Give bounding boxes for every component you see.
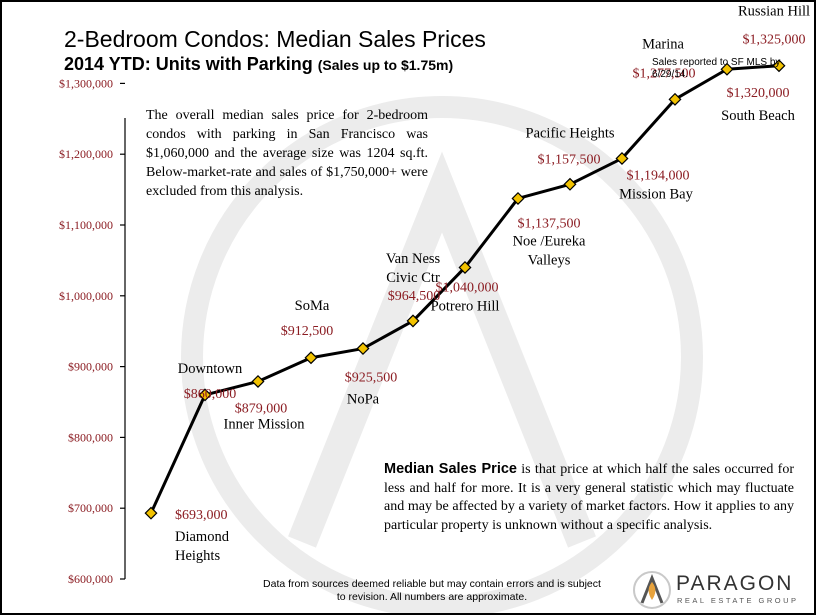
- category-label: SoMa: [295, 298, 330, 314]
- data-value-label: $1,325,000: [743, 33, 806, 48]
- category-label: Heights: [175, 548, 220, 564]
- data-point-marker: [144, 506, 158, 520]
- y-tick-label: $1,200,000: [59, 147, 113, 161]
- watermark-logo: [181, 96, 703, 613]
- data-point-marker: [251, 374, 265, 388]
- y-tick-label: $800,000: [68, 430, 113, 444]
- y-tick-label: $1,000,000: [59, 289, 113, 303]
- y-tick-label: $700,000: [68, 501, 113, 515]
- category-label: Potrero Hill: [431, 298, 500, 314]
- data-value-label: $1,040,000: [436, 280, 499, 295]
- definition-text: is that price at which half the sales oc…: [384, 462, 794, 533]
- y-axis: $600,000 $700,000 $800,000 $900,000 $1,000,0…: [59, 76, 126, 586]
- category-label: Civic Ctr: [386, 270, 440, 286]
- report-note: Sales reported to SF MLS by 6/29/14.: [652, 57, 781, 80]
- data-point-marker: [720, 62, 734, 76]
- data-point-marker: [304, 351, 318, 365]
- series-line: [144, 59, 786, 520]
- chart-title: 2-Bedroom Condos: Median Sales Prices: [64, 26, 486, 52]
- data-point-marker: [356, 342, 370, 356]
- data-point-marker: [511, 191, 525, 205]
- category-label: Marina: [642, 36, 684, 52]
- subtitle-main: 2014 YTD: Units with Parking: [64, 54, 313, 74]
- data-value-label: $879,000: [235, 401, 288, 416]
- data-value-label: $1,277,500: [633, 66, 696, 81]
- y-tick-label: $900,000: [68, 360, 113, 374]
- data-value-label: $1,137,500: [518, 216, 581, 231]
- data-value-label: $912,500: [281, 324, 334, 339]
- data-point-marker: [406, 314, 420, 328]
- y-tick-label: $1,300,000: [59, 76, 113, 90]
- point-labels: $693,000 Diamond Heights $860,000 Downtown $8…: [175, 4, 810, 564]
- data-point-marker: [772, 59, 786, 73]
- y-tick-label: $1,100,000: [59, 218, 113, 232]
- data-value-label: $1,320,000: [727, 86, 790, 101]
- category-label: Mission Bay: [619, 186, 693, 202]
- subtitle-paren: (Sales up to $1.75m): [317, 57, 454, 73]
- data-value-label: $925,500: [345, 371, 398, 386]
- data-value-label: $1,157,500: [538, 152, 601, 167]
- footnote: Data from sources deemed reliable but ma…: [263, 578, 601, 603]
- definition-block: Median Sales Price is that price at whic…: [384, 460, 794, 535]
- data-value-label: $964,500: [388, 289, 441, 304]
- category-label: Downtown: [178, 361, 243, 377]
- data-point-marker: [458, 260, 472, 274]
- data-value-label: $693,000: [175, 508, 228, 523]
- data-value-label: $1,194,000: [627, 168, 690, 183]
- data-point-marker: [198, 388, 212, 402]
- category-label: Pacific Heights: [526, 125, 615, 141]
- category-label: Diamond: [175, 529, 230, 545]
- category-label: Inner Mission: [224, 416, 306, 432]
- data-value-label: $860,000: [184, 387, 237, 402]
- category-label: Van Ness: [386, 251, 441, 267]
- category-label: Valleys: [528, 252, 571, 268]
- y-tick-label: $600,000: [68, 572, 113, 586]
- definition-term: Median Sales Price: [384, 461, 517, 477]
- summary-text: The overall median sales price for 2-bed…: [146, 108, 428, 199]
- logo-name: PARAGON: [676, 572, 794, 595]
- data-point-marker: [668, 92, 682, 106]
- data-point-marker: [563, 177, 577, 191]
- category-label: Russian Hill: [738, 4, 810, 20]
- paragon-logo: PARAGON REAL ESTATE GROUP: [630, 570, 810, 610]
- data-point-marker: [615, 151, 629, 165]
- category-label: Noe /Eureka: [513, 233, 586, 249]
- category-label: South Beach: [721, 108, 795, 124]
- paragon-emblem-icon: [633, 571, 671, 609]
- chart-subtitle: 2014 YTD: Units with Parking (Sales up t…: [64, 54, 453, 75]
- logo-tagline: REAL ESTATE GROUP: [677, 596, 799, 605]
- category-label: NoPa: [347, 392, 380, 408]
